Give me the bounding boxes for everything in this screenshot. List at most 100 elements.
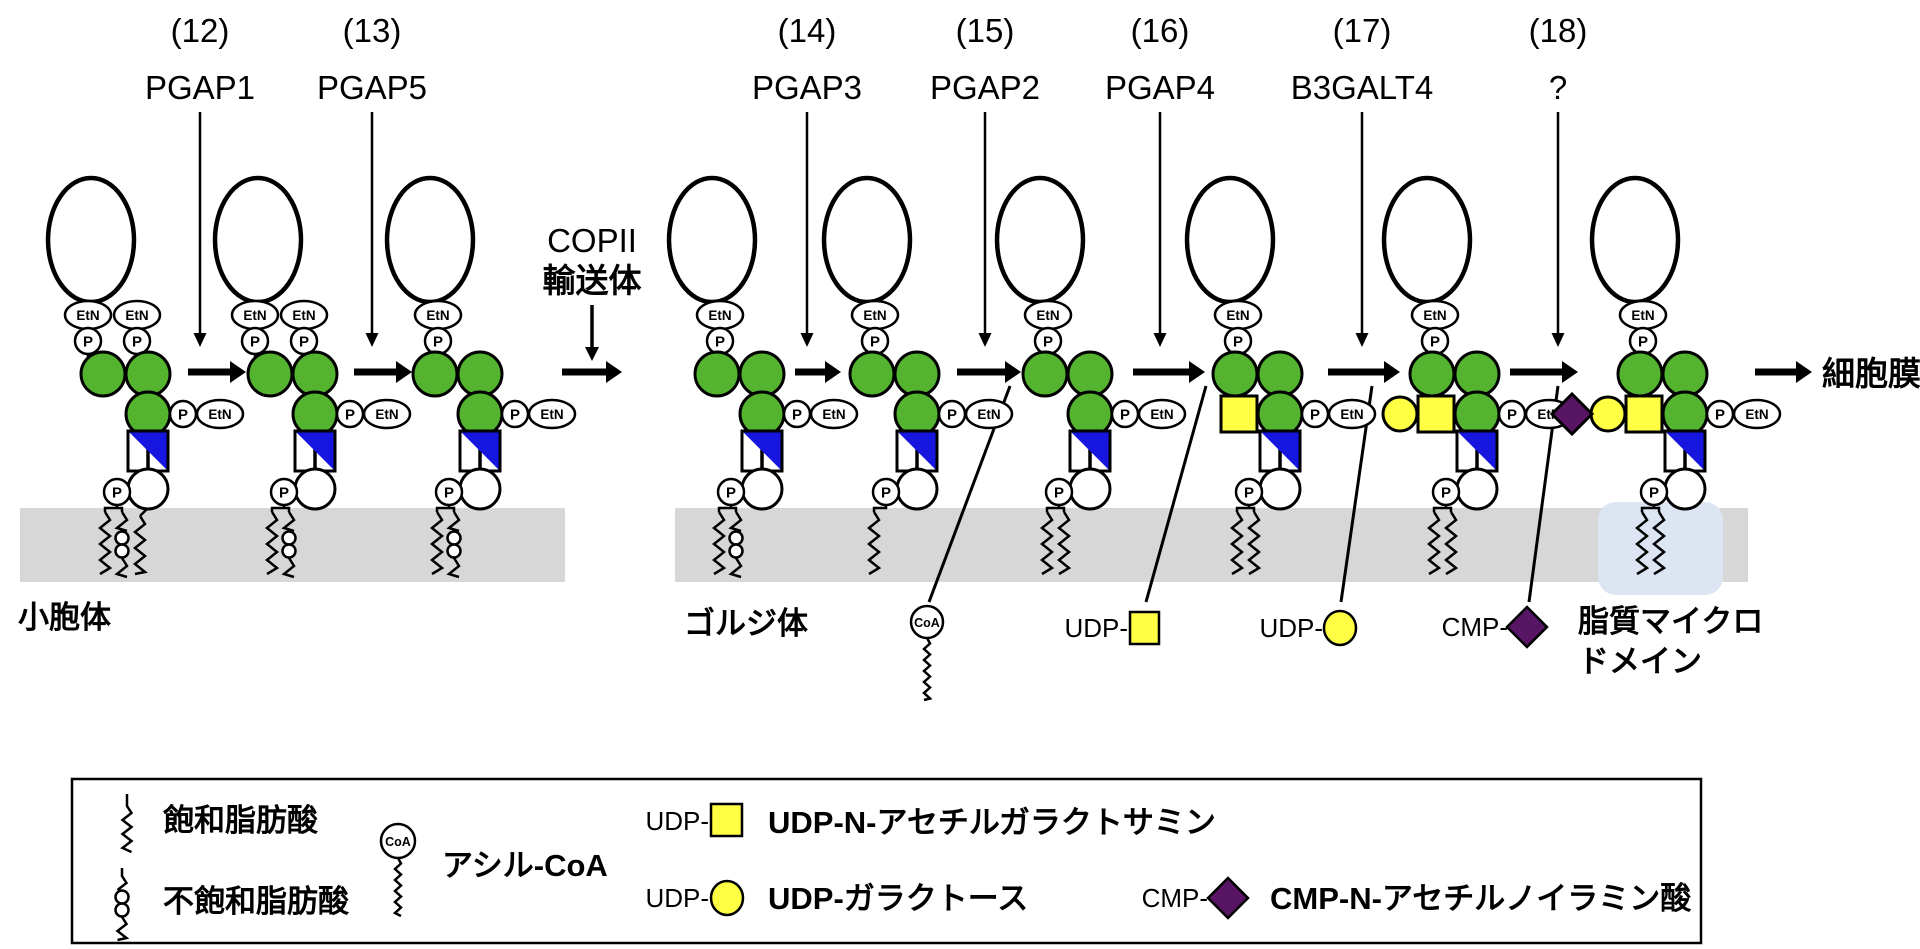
udp-galnac-label: UDP-N-アセチルガラクトサミン [768,805,1216,840]
udp-gal-reagent: UDP- [1259,609,1358,647]
gpi-structures: EtN P EtN P P EtN P EtN P EtN P P EtN P EtN P P EtN P EtN P P… [45,175,1782,579]
glcn-triangle [128,431,168,471]
unsaturated-chain [114,511,129,533]
p-label: P [299,334,309,351]
mannose-circle [1616,350,1664,398]
etn-label: EtN [1226,308,1249,323]
gpi-structure-4: EtN P P EtN P [666,175,859,579]
saturated-chain [264,511,280,576]
step-pgap3: (14) PGAP3 [752,12,862,347]
pathway-arrow [795,361,841,383]
enzyme-label: B3GALT4 [1291,69,1433,106]
gal-circle-icon [709,879,745,917]
cmp-prefix: CMP- [1442,612,1508,642]
udp-galnac-reagent: UDP- [1064,610,1161,646]
p-label: P [1310,407,1320,424]
p-label: P [250,334,260,351]
arrow-head [1355,333,1369,347]
phosphate-circle [1431,477,1461,507]
er-label: 小胞体 [18,600,111,635]
cmp-sialic-reagent: CMP- [1442,605,1549,649]
protein-oval [384,175,476,305]
protein-oval [1381,175,1473,305]
gal-circle [1381,395,1419,433]
p-label: P [345,407,355,424]
saturated-chain [1039,511,1055,576]
pathway-arrow [188,361,246,383]
step-pgap1: (12) PGAP1 [145,12,255,347]
etn-label: EtN [1036,308,1059,323]
mannose-circle [738,390,786,438]
glcn-triangle [295,431,335,471]
step-pgap2: (15) PGAP2 [930,12,1040,347]
arrow-head [193,333,207,347]
enzyme-label: PGAP5 [317,69,427,106]
p-label: P [444,485,454,502]
saturated-chain [1229,511,1245,576]
etn-oval [1327,398,1377,430]
destination-label: 細胞膜 [1822,355,1920,392]
p-label: P [1054,485,1064,502]
etn-oval [809,398,859,430]
phosphate-circle [269,477,299,507]
phosphate-circle [73,326,103,356]
mannose-circle [1066,350,1114,398]
phosphate-circle [716,477,746,507]
gal-circle-icon [1322,609,1358,647]
inositol-circle [1663,467,1707,511]
p-label: P [178,407,188,424]
mannose-circle [893,390,941,438]
etn-label: EtN [375,407,398,422]
mannose-circle [1066,390,1114,438]
phosphate-circle [871,477,901,507]
mannose-circle [246,350,294,398]
arrow-head [1796,361,1812,383]
copii-line1: COPII [547,222,637,259]
acyl-coa-icon: CoA [379,822,417,918]
arrow-head [396,361,412,383]
protein-oval [666,175,758,305]
legend-box [70,777,1703,945]
gpi-structure-7: EtN P P EtN P [1184,175,1377,576]
mannose-circle [1211,350,1259,398]
step-number: (15) [956,12,1015,49]
step-b3galt4: (17) B3GALT4 [1291,12,1433,347]
etn-label: EtN [1745,407,1768,422]
phosphate-circle [434,477,464,507]
pathway-arrow [1755,361,1812,383]
copii-line2: 輸送体 [543,262,642,299]
etn-label: EtN [76,308,99,323]
acyl-coa-label: アシル-CoA [442,848,608,883]
glcn-triangle [460,431,500,471]
cmp-sialic-label: CMP-N-アセチルノイラミン酸 [1270,881,1692,916]
p-label: P [1441,485,1451,502]
protein-oval [1184,175,1276,305]
gpi-structure-9: EtN P P EtN P [1549,175,1782,576]
step-pgap4: (16) PGAP4 [1105,12,1215,347]
mannose-circle [1453,350,1501,398]
step-number: (14) [778,12,837,49]
microdomain-label-line1: 脂質マイクロ [1578,604,1763,639]
mannose-circle [1021,350,1069,398]
step-number: (12) [171,12,230,49]
galnac-square [1416,394,1456,434]
mannose-circle [1661,390,1709,438]
pathway-arrow [957,361,1021,383]
mannose-circle [124,350,172,398]
step-number: (13) [343,12,402,49]
unsaturated-chain [446,511,461,533]
p-label: P [1233,334,1243,351]
inositol-circle [126,467,170,511]
mannose-circle [1408,350,1456,398]
etn-label: EtN [426,308,449,323]
inositol-circle [895,467,939,511]
gpi-structure-2: EtN P EtN P P EtN P [212,175,412,579]
step-number: (16) [1131,12,1190,49]
p-label: P [279,485,289,502]
pathway-arrow [354,361,412,383]
saturated-chain [711,511,727,576]
unsaturated-fatty-acid-icon [114,868,130,942]
legend: 飽和脂肪酸 不飽和脂肪酸 CoA アシル-CoA UDP- UDP-N-アセチル… [70,777,1703,945]
p-label: P [792,407,802,424]
